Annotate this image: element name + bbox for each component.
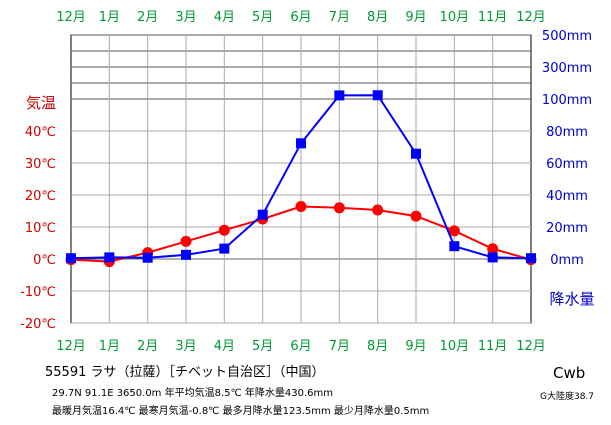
month-label-top: 1月 (99, 10, 120, 25)
temperature-tick-label: 10℃ (25, 221, 56, 236)
month-label-top: 4月 (214, 10, 235, 25)
climate-classification: Cwb (553, 364, 586, 382)
precipitation-tick-label: 20mm (546, 221, 588, 236)
temperature-tick-label: 30℃ (25, 157, 56, 172)
month-label-top: 2月 (137, 10, 158, 25)
temperature-point (448, 225, 460, 237)
month-label-bottom: 1月 (99, 339, 120, 354)
precipitation-point (411, 148, 421, 159)
month-label-bottom: 8月 (367, 339, 388, 354)
temperature-axis-label: 気温 (26, 94, 56, 112)
month-label-bottom: 12月 (516, 339, 546, 354)
temperature-tick-label: 20℃ (25, 189, 56, 204)
month-label-bottom: 7月 (329, 339, 350, 354)
precipitation-point (296, 138, 306, 149)
precipitation-point (334, 90, 345, 101)
precipitation-tick-label: 60mm (546, 157, 588, 172)
precipitation-point (487, 252, 498, 263)
precipitation-point (66, 253, 76, 264)
temperature-axis: -20℃ -10℃ 0℃ 10℃ 20℃ 30℃ 40℃ 気温 (20, 94, 56, 332)
month-label-top: 6月 (290, 10, 311, 25)
month-label-bottom: 10月 (440, 339, 470, 354)
precipitation-point (449, 241, 460, 252)
month-label-top: 9月 (405, 10, 426, 25)
temperature-point (372, 204, 384, 216)
month-label-top: 3月 (175, 10, 196, 25)
station-info: 29.7N 91.1E 3650.0m 年平均気温8.5℃ 年降水量430.6m… (52, 388, 334, 399)
precipitation-tick-label: 80mm (546, 125, 588, 140)
month-label-top: 12月 (516, 10, 546, 25)
month-label-bottom: 5月 (252, 339, 273, 354)
temperature-point (180, 235, 192, 247)
month-label-top: 10月 (440, 10, 470, 25)
precipitation-point (219, 243, 230, 254)
temperature-point (333, 202, 345, 214)
grid-lines (71, 34, 531, 324)
month-label-top: 12月 (56, 10, 86, 25)
month-label-bottom: 2月 (137, 339, 158, 354)
data-series (65, 90, 537, 268)
temperature-point (218, 224, 230, 236)
precipitation-point (526, 253, 536, 264)
precipitation-tick-label: 40mm (546, 189, 588, 204)
precipitation-point (142, 252, 153, 263)
precipitation-tick-label: 100mm (542, 93, 592, 108)
precipitation-point (181, 249, 191, 260)
month-label-top: 5月 (252, 10, 273, 25)
temperature-point (295, 201, 307, 213)
temperature-tick-label: -20℃ (20, 317, 56, 332)
climate-chart: 12月 1月 2月 3月 4月 5月 6月 7月 8月 9月 10月 11月 12月 12月 1月 2月 3月… (20, 10, 595, 354)
month-labels-bottom: 12月 1月 2月 3月 4月 5月 6月 7月 8月 9月 10月 11月 12月 (56, 339, 546, 354)
month-label-bottom: 6月 (290, 339, 311, 354)
precipitation-point (104, 252, 115, 263)
precipitation-point (372, 90, 383, 101)
precipitation-tick-label: 500mm (542, 29, 592, 44)
month-label-top: 8月 (367, 10, 388, 25)
month-label-bottom: 11月 (478, 339, 508, 354)
continentality-index: G大陸度38.7 (540, 392, 595, 402)
month-label-bottom: 12月 (56, 339, 86, 354)
month-labels-top: 12月 1月 2月 3月 4月 5月 6月 7月 8月 9月 10月 11月 12月 (56, 10, 546, 25)
precipitation-point (257, 209, 268, 220)
month-label-bottom: 9月 (405, 339, 426, 354)
temperature-tick-label: 0℃ (33, 253, 56, 268)
month-label-top: 11月 (478, 10, 508, 25)
station-name: 55591 ラサ（拉薩）［チベット自治区］（中国） (45, 365, 325, 380)
temperature-point (410, 210, 422, 222)
precipitation-tick-label: 0mm (550, 253, 584, 268)
temperature-tick-label: 40℃ (25, 125, 56, 140)
temperature-tick-label: -10℃ (20, 285, 56, 300)
month-label-top: 7月 (329, 10, 350, 25)
station-extremes: 最暖月気温16.4℃ 最寒月気温-0.8℃ 最多月降水量123.5mm 最少月降… (52, 406, 430, 417)
precipitation-axis-label: 降水量 (549, 290, 594, 308)
precipitation-tick-label: 300mm (542, 61, 592, 76)
month-label-bottom: 4月 (214, 339, 235, 354)
month-label-bottom: 3月 (175, 339, 196, 354)
precipitation-axis: 0mm 20mm 40mm 60mm 80mm 100mm 300mm 500mm 降水量 (542, 29, 595, 308)
temperature-point (487, 243, 499, 255)
